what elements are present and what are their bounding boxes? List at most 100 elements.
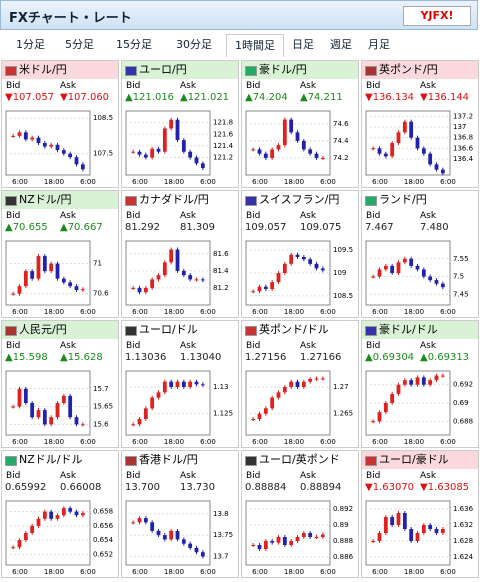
- candle: [421, 525, 426, 533]
- candle: [282, 537, 287, 545]
- candle: [42, 410, 47, 425]
- y-tick-label: 121.2: [213, 154, 233, 162]
- y-tick-label: 81.2: [213, 284, 229, 292]
- rate-card: 豪ドル/ドル Bid Ask ▲0.69304 ▲0.69313 0.692 0.69 0.6…: [361, 320, 479, 448]
- mini-chart: 0.658 0.656 0.654 0.652 6:00 18:00 6:00: [5, 500, 114, 576]
- flag-icon: [125, 196, 137, 206]
- candle: [421, 269, 426, 277]
- candle: [49, 144, 54, 147]
- rate-card: ユーロ/豪ドル Bid Ask ▼1.63070 ▼1.63085 1.636 1.632 1…: [361, 450, 479, 578]
- pair-name: 豪ドル/円: [242, 61, 358, 79]
- candle: [74, 157, 79, 165]
- candle: [402, 121, 407, 133]
- y-tick-label: 107.5: [93, 150, 113, 158]
- candle: [263, 541, 268, 549]
- rate-card: NZドル/ドル Bid Ask 0.65992 0.66008 0.658 0.656 0.6…: [1, 450, 119, 578]
- mini-chart: 15.7 15.65 15.6 6:00 18:00 6:00: [5, 370, 113, 446]
- y-tick-label: 74.4: [333, 137, 349, 145]
- x-tick-label: 18:00: [44, 438, 64, 446]
- candle: [440, 375, 445, 377]
- tab[interactable]: 日足: [292, 38, 314, 51]
- tab[interactable]: 30分足: [176, 38, 212, 51]
- y-tick-label: 15.6: [93, 420, 109, 428]
- x-tick-label: 6:00: [320, 438, 336, 446]
- candle: [68, 153, 73, 158]
- candle: [396, 262, 401, 273]
- x-tick-label: 6:00: [372, 308, 388, 316]
- candle: [295, 132, 300, 141]
- x-tick-label: 6:00: [132, 568, 148, 576]
- candle: [188, 381, 193, 387]
- tab[interactable]: 月足: [368, 38, 390, 51]
- candle: [131, 151, 136, 153]
- flag-icon: [125, 66, 137, 76]
- candle: [61, 278, 66, 283]
- y-tick-label: 71: [93, 260, 102, 268]
- title: FXチャート・レート: [9, 11, 132, 26]
- rate-card: ユーロ/円 Bid Ask ▲121.016 ▲121.021 121.8 121.6 121…: [121, 60, 239, 188]
- candle: [175, 249, 180, 271]
- pair-name-text: ランド/円: [379, 193, 427, 206]
- x-tick-label: 6:00: [320, 568, 336, 576]
- candle: [383, 265, 388, 270]
- candle: [320, 157, 325, 159]
- bid-value: 0.88884: [245, 482, 287, 493]
- candle: [74, 286, 79, 290]
- candle: [377, 412, 382, 422]
- rate-card: 人民元/円 Bid Ask ▲15.598 ▲15.628 15.7 15.65 15.6 6:…: [1, 320, 119, 448]
- bid-value: 81.292: [125, 222, 160, 233]
- tab[interactable]: 週足: [330, 38, 352, 51]
- mini-chart: 109.5 109 108.5 6:00 18:00 6:00: [245, 240, 353, 316]
- pair-name-text: ユーロ/英ポンド: [259, 453, 340, 466]
- tab[interactable]: 15分足: [116, 38, 152, 51]
- bid-label: Bid: [6, 471, 21, 481]
- candle: [282, 263, 287, 273]
- pair-name-text: カナダドル/円: [139, 193, 209, 206]
- logo[interactable]: YJFX!: [403, 6, 471, 26]
- pair-name: 英ポンド/円: [362, 61, 478, 79]
- candle: [276, 392, 281, 398]
- ask-label: Ask: [60, 471, 77, 481]
- flag-icon: [5, 66, 17, 76]
- candle: [188, 151, 193, 158]
- y-tick-label: 1.265: [333, 410, 353, 418]
- candle: [263, 153, 268, 158]
- ask-value: ▼1.63085: [420, 482, 470, 493]
- x-tick-label: 6:00: [440, 568, 456, 576]
- pair-name-text: NZドル/ドル: [19, 453, 83, 466]
- tab[interactable]: 5分足: [65, 38, 94, 51]
- ask-label: Ask: [420, 471, 437, 481]
- ask-label: Ask: [180, 81, 197, 91]
- y-tick-label: 7.5: [453, 273, 464, 281]
- candle: [390, 265, 395, 273]
- pair-name-text: 米ドル/円: [19, 63, 67, 76]
- pair-name: NZドル/ドル: [2, 451, 118, 469]
- flag-icon: [365, 66, 377, 76]
- x-tick-label: 6:00: [200, 568, 216, 576]
- tab[interactable]: 1分足: [16, 38, 45, 51]
- pair-name: 英ポンド/ドル: [242, 321, 358, 339]
- pair-name: ランド/円: [362, 191, 478, 209]
- candle: [257, 149, 262, 154]
- candle: [428, 525, 433, 529]
- candle: [282, 119, 287, 146]
- plot-area: [245, 370, 331, 436]
- y-tick-label: 1.632: [453, 521, 473, 529]
- candle: [200, 163, 205, 169]
- mini-chart: 71 70.6 6:00 18:00 6:00: [5, 240, 109, 316]
- candle: [175, 530, 180, 540]
- ask-value: 81.309: [180, 222, 215, 233]
- rate-card: ランド/円 Bid Ask 7.467 7.480 7.55 7.5 7.45 6:00 18:0…: [361, 190, 479, 318]
- candle: [428, 153, 433, 165]
- candle: [36, 137, 41, 143]
- pair-name-text: 豪ドル/ドル: [379, 323, 438, 336]
- pair-name: ユーロ/ドル: [122, 321, 238, 339]
- tab[interactable]: 1時間足: [226, 34, 284, 57]
- plot-area: [125, 240, 211, 306]
- x-tick-label: 18:00: [44, 568, 64, 576]
- ask-value: 0.66008: [60, 482, 102, 493]
- ask-value: ▼107.060: [60, 92, 110, 103]
- y-tick-label: 109: [333, 269, 346, 277]
- candle: [156, 275, 161, 280]
- mini-chart: 121.8 121.6 121.4 121.2 6:00 18:00 6:00: [125, 110, 234, 186]
